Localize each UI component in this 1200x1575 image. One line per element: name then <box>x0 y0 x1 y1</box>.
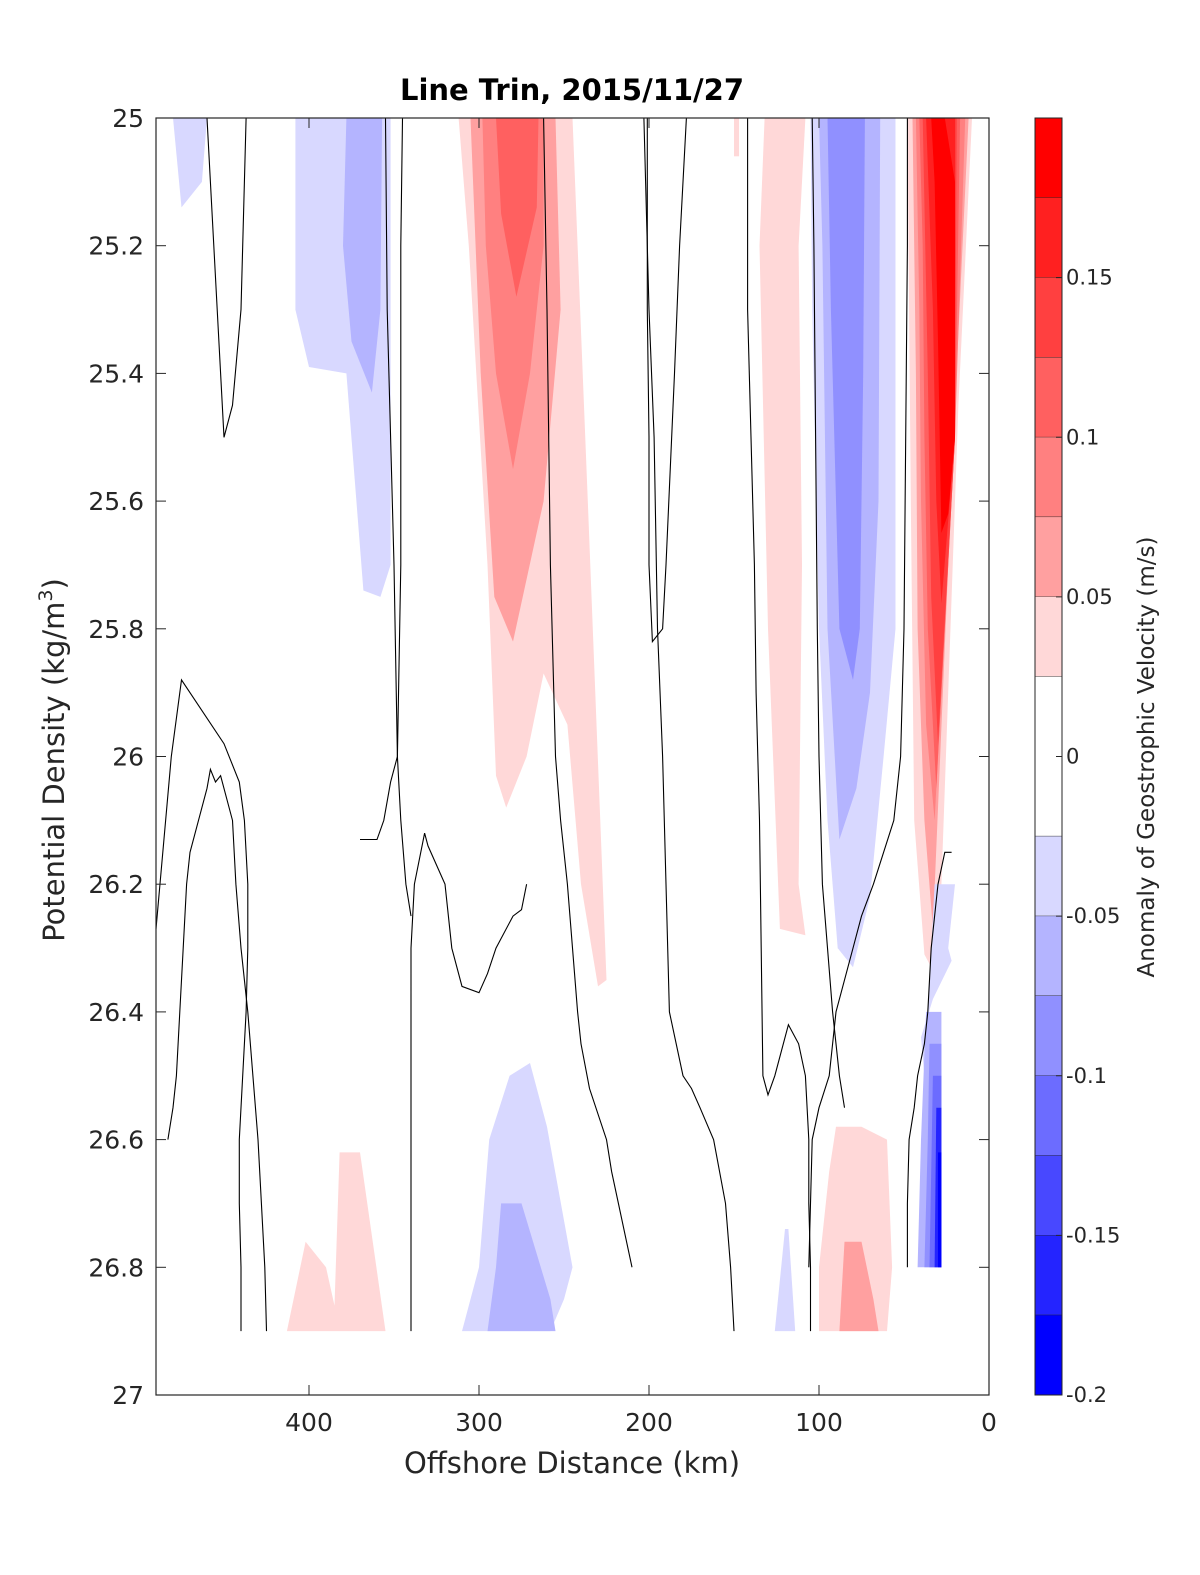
contour-region-19 <box>921 884 955 1076</box>
colorbar-tick-label: -0.15 <box>1066 1223 1120 1247</box>
contour-region-25 <box>286 1152 386 1332</box>
colorbar-swatch-8 <box>1035 836 1062 917</box>
filled-contour-regions <box>173 118 972 1332</box>
y-axis-ticks: 25 25.2 25.4 25.6 25.8 26 26.2 26.4 26.6 26.8 27 <box>88 104 989 1410</box>
colorbar-tick-label: 0.1 <box>1066 425 1099 449</box>
zero-contour-line-10 <box>906 851 952 1268</box>
contour-region-11 <box>827 118 865 680</box>
zero-contour-line-11 <box>808 118 908 1268</box>
colorbar-swatch-4 <box>1035 437 1062 518</box>
contour-region-18 <box>931 118 955 533</box>
y-tick-label: 25 <box>112 104 144 133</box>
y-axis-label-superscript: 3 <box>35 589 57 601</box>
x-axis-ticks: 400 300 200 100 0 <box>285 118 997 1437</box>
colorbar-swatch-1 <box>1035 197 1062 278</box>
colorbar-tick-label: 0.05 <box>1066 585 1113 609</box>
y-tick-label: 26.2 <box>88 870 144 899</box>
contour-region-2 <box>343 118 383 393</box>
contour-region-27 <box>487 1203 556 1332</box>
y-tick-label: 26.6 <box>88 1126 144 1155</box>
x-tick-label: 300 <box>455 1408 503 1437</box>
colorbar-label: Anomaly of Geostrophic Velocity (m/s) <box>1134 537 1160 978</box>
contour-region-7 <box>734 118 740 157</box>
y-tick-label: 26 <box>112 743 144 772</box>
colorbar: 0.15 0.1 0.05 0 -0.05 -0.1 -0.15 -0.2 <box>1034 117 1120 1407</box>
zero-contour-line-9 <box>747 118 812 1332</box>
y-tick-label: 25.8 <box>88 615 144 644</box>
contour-region-6 <box>496 118 539 297</box>
zero-contour-line-1 <box>155 678 249 1332</box>
zero-contour-line-8 <box>646 117 687 644</box>
colorbar-swatch-9 <box>1035 916 1062 996</box>
zero-contour-line-2 <box>360 117 404 841</box>
contour-region-30 <box>839 1241 879 1332</box>
colorbar-swatch-10 <box>1035 995 1062 1076</box>
colorbar-ticks: 0.15 0.1 0.05 0 -0.05 -0.1 -0.15 -0.2 <box>1056 266 1120 1407</box>
contour-region-26 <box>462 1063 573 1332</box>
colorbar-tick-label: 0.15 <box>1066 266 1113 290</box>
colorbar-swatch-11 <box>1035 1075 1062 1156</box>
colorbar-swatch-3 <box>1035 357 1062 438</box>
contour-region-28 <box>774 1229 796 1332</box>
zero-contour-line-0 <box>206 117 247 438</box>
y-tick-label: 25.4 <box>88 359 144 388</box>
x-tick-label: 100 <box>795 1408 843 1437</box>
zero-contour-line-4 <box>410 832 528 1332</box>
contour-region-24 <box>938 1152 942 1268</box>
colorbar-tick-label: -0.1 <box>1066 1064 1107 1088</box>
colorbar-tick-label: -0.2 <box>1066 1383 1107 1407</box>
colorbar-swatch-13 <box>1035 1235 1062 1316</box>
colorbar-swatch-12 <box>1035 1155 1062 1236</box>
zero-contour-line-3 <box>167 767 268 1332</box>
y-axis-label-main: Potential Density (kg/m <box>37 602 71 942</box>
contour-region-0 <box>173 118 207 208</box>
plot-area: 400 300 200 100 0 25 25.2 25.4 25.6 25.8 26 26.2 26… <box>88 104 997 1437</box>
colorbar-tick-label: 0 <box>1066 745 1079 769</box>
colorbar-swatches <box>1035 118 1062 1396</box>
y-axis-label-close: ) <box>37 578 71 589</box>
y-axis-label: Potential Density (kg/m3) <box>35 578 71 942</box>
colorbar-swatch-14 <box>1035 1315 1062 1395</box>
colorbar-swatch-0 <box>1035 118 1062 198</box>
x-tick-label: 400 <box>285 1408 333 1437</box>
zero-contour-lines <box>155 117 952 1332</box>
y-tick-label: 27 <box>112 1381 144 1410</box>
colorbar-swatch-2 <box>1035 277 1062 358</box>
colorbar-tick-label: -0.05 <box>1066 904 1120 928</box>
x-axis-label: Offshore Distance (km) <box>404 1446 740 1480</box>
x-tick-label: 0 <box>981 1408 997 1437</box>
colorbar-swatch-5 <box>1035 517 1062 597</box>
y-tick-label: 25.2 <box>88 232 144 261</box>
y-tick-label: 26.4 <box>88 998 144 1027</box>
zero-contour-line-7 <box>643 117 735 1332</box>
y-tick-label: 26.8 <box>88 1253 144 1282</box>
contour-region-8 <box>759 118 806 936</box>
y-tick-label: 25.6 <box>88 487 144 516</box>
colorbar-swatch-6 <box>1035 596 1062 677</box>
x-tick-label: 200 <box>625 1408 673 1437</box>
zero-contour-line-12 <box>811 117 846 1108</box>
zero-contour-line-6 <box>543 117 633 1268</box>
zero-contour-line-5 <box>384 117 412 917</box>
chart-title: Line Trin, 2015/11/27 <box>400 73 744 107</box>
contour-region-29 <box>819 1126 893 1332</box>
